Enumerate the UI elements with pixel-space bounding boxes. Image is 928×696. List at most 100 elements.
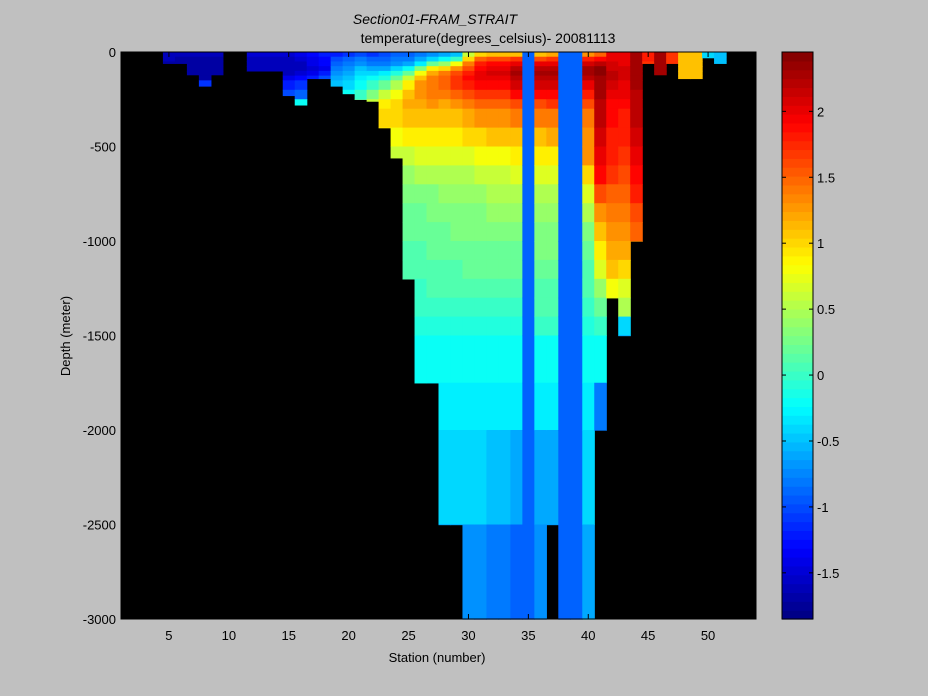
heatmap-cell	[342, 80, 356, 91]
heatmap-cell	[450, 222, 464, 242]
heatmap-cell	[570, 259, 583, 280]
heatmap-cell	[294, 61, 308, 67]
heatmap-cell	[522, 430, 535, 526]
heatmap-cell	[450, 382, 464, 431]
colorbar-swatch	[782, 238, 813, 248]
heatmap-cell	[546, 52, 559, 58]
colorbar-swatch	[782, 300, 813, 310]
colorbar-swatch	[782, 601, 813, 611]
heatmap-cell	[594, 61, 607, 67]
heatmap-cell	[330, 70, 344, 77]
heatmap-cell	[498, 335, 511, 384]
heatmap-cell	[450, 146, 464, 166]
heatmap-cell	[486, 165, 499, 185]
heatmap-cell	[630, 203, 643, 223]
heatmap-cell	[174, 61, 188, 64]
colorbar-swatch	[782, 60, 813, 71]
heatmap-cell	[498, 524, 511, 620]
heatmap-cell	[282, 89, 296, 97]
heatmap-cell	[594, 52, 607, 58]
heatmap-cell	[618, 108, 631, 129]
heatmap-cell	[438, 80, 452, 91]
heatmap-cell	[522, 278, 535, 299]
heatmap-cell	[534, 66, 547, 72]
heatmap-cell	[606, 52, 619, 58]
heatmap-cell	[426, 52, 440, 58]
heatmap-cell	[522, 222, 535, 242]
heatmap-cell	[438, 316, 452, 337]
heatmap-cell	[474, 241, 488, 261]
heatmap-cell	[510, 146, 523, 166]
heatmap-cell	[558, 203, 571, 223]
heatmap-cell	[330, 66, 344, 72]
heatmap-cell	[270, 70, 284, 72]
heatmap-cell	[474, 89, 488, 100]
heatmap-cell	[474, 80, 488, 91]
heatmap-cell	[294, 56, 308, 63]
colorbar-swatch	[782, 388, 813, 399]
heatmap-cell	[522, 382, 535, 431]
heatmap-cell	[582, 56, 595, 63]
heatmap-cell	[714, 52, 727, 58]
heatmap-cell	[558, 524, 571, 620]
heatmap-cell	[282, 80, 296, 91]
heatmap-cell	[462, 335, 476, 384]
x-tick-label: 40	[581, 628, 595, 643]
heatmap-cell	[606, 127, 619, 148]
heatmap-cell	[558, 70, 571, 77]
heatmap-cell	[354, 56, 368, 63]
colorbar-swatch	[782, 122, 813, 133]
heatmap-cell	[462, 80, 476, 91]
heatmap-cell	[294, 99, 308, 106]
heatmap-cell	[486, 524, 499, 620]
heatmap-cell	[498, 222, 511, 242]
heatmap-cell	[450, 127, 464, 148]
heatmap-cell	[438, 70, 452, 77]
y-tick-label: -2000	[83, 423, 116, 438]
heatmap-cell	[486, 89, 499, 100]
colorbar-swatch	[782, 193, 813, 204]
heatmap-cell	[582, 335, 595, 384]
heatmap-cell	[198, 66, 212, 72]
heatmap-cell	[210, 52, 224, 58]
heatmap-cell	[414, 222, 428, 242]
heatmap-cell	[642, 56, 655, 63]
heatmap-cell	[558, 75, 571, 81]
heatmap-cell	[534, 127, 547, 148]
heatmap-cell	[582, 316, 595, 337]
heatmap-cell	[414, 241, 428, 261]
colorbar-swatch	[782, 592, 813, 602]
heatmap-cell	[606, 80, 619, 91]
heatmap-cell	[558, 52, 571, 58]
heatmap-cell	[306, 66, 320, 72]
heatmap-cell	[534, 297, 547, 318]
heatmap-cell	[498, 259, 511, 280]
heatmap-cell	[402, 70, 416, 77]
heatmap-cell	[642, 61, 655, 64]
heatmap-cell	[210, 70, 224, 76]
heatmap-cell	[606, 75, 619, 81]
heatmap-cell	[462, 382, 476, 431]
heatmap-cell	[594, 66, 607, 72]
heatmap-cell	[546, 297, 559, 318]
heatmap-cell	[258, 61, 272, 67]
heatmap-cell	[570, 52, 583, 58]
heatmap-cell	[714, 56, 727, 63]
heatmap-cell	[186, 66, 200, 72]
colorbar-swatch	[782, 184, 813, 195]
heatmap-cell	[402, 146, 416, 166]
colorbar-swatch	[782, 96, 813, 106]
colorbar-tick-label: 1	[817, 236, 824, 251]
heatmap-cell	[714, 61, 727, 64]
heatmap-cell	[570, 89, 583, 100]
colorbar-swatch	[782, 78, 813, 89]
colorbar-swatch	[782, 362, 813, 372]
colorbar-swatch	[782, 539, 813, 549]
heatmap-cell	[378, 89, 392, 100]
heatmap-cell	[474, 203, 488, 223]
heatmap-cell	[486, 108, 499, 129]
heatmap-cell	[594, 146, 607, 166]
heatmap-cell	[702, 56, 715, 59]
heatmap-cell	[546, 89, 559, 100]
heatmap-cell	[570, 70, 583, 77]
